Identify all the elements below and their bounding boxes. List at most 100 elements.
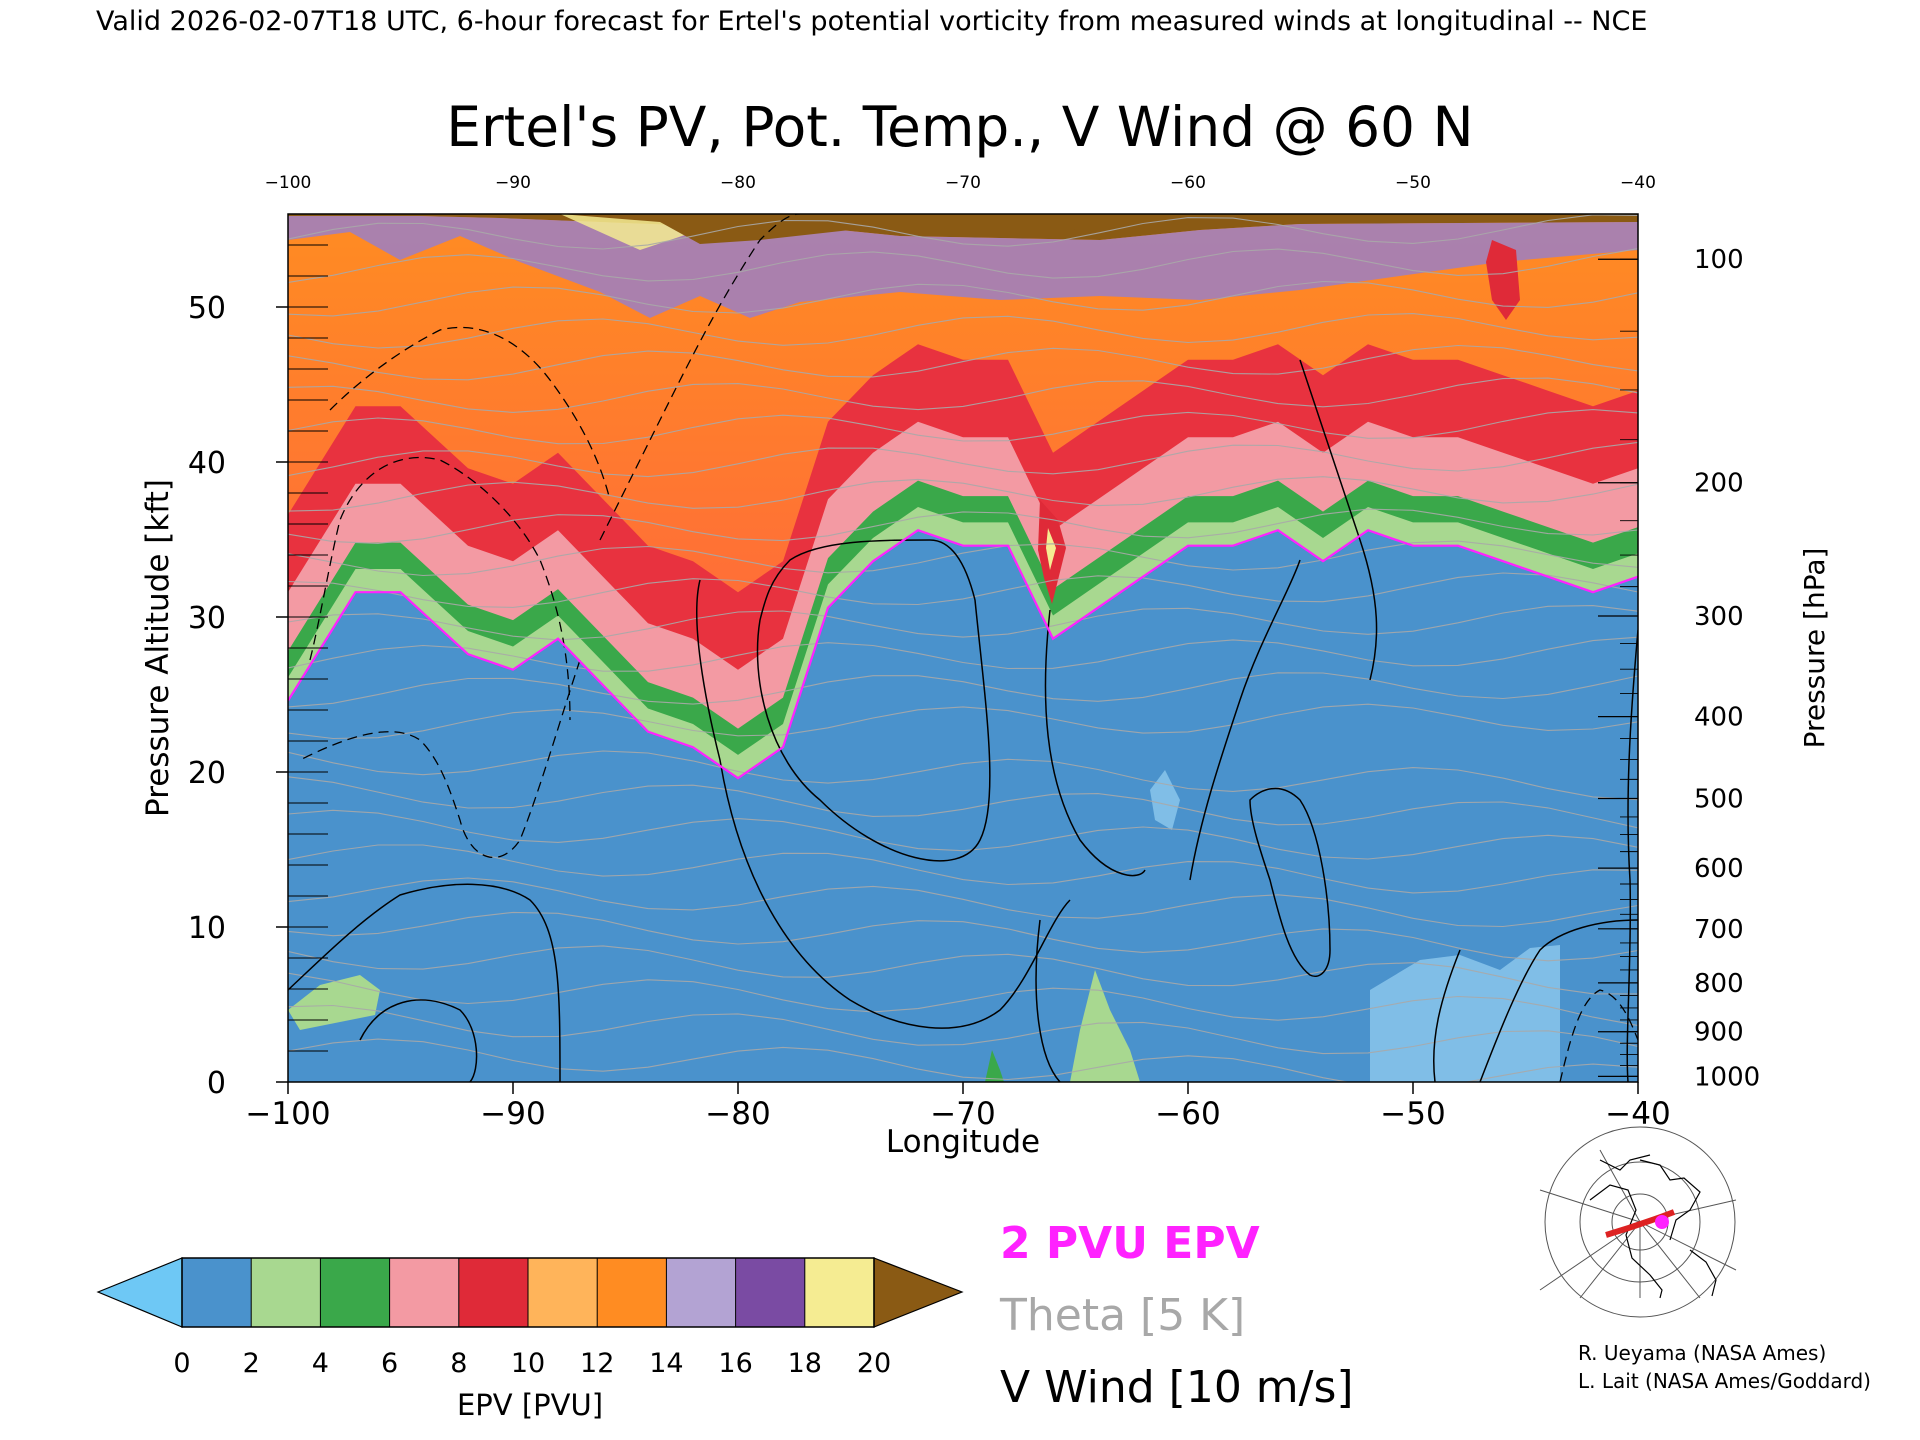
theta-line [288,214,1638,250]
theta-line [288,877,1638,928]
theta-line [288,344,1638,381]
theta-line [288,672,1638,708]
y-tick-label: 50 [188,291,226,326]
colorbar-segment [597,1258,667,1327]
colorbar: 0 2 4 6 8 10 12 14 16 18 20 EPV [PVU] [96,1257,964,1422]
x-tick-label: −60 [1155,1096,1220,1132]
colorbar-tick-label: 8 [450,1348,467,1379]
y-tick-label: 40 [188,446,226,481]
theta-line [288,1004,1638,1055]
x-tick-label: −50 [1380,1096,1445,1132]
colorbar-label: EPV [PVU] [457,1388,603,1422]
y-tick-label: 10 [188,911,226,946]
theta-line [288,776,1638,829]
pv-spike-core [1046,528,1056,570]
legend-vwind: V Wind [10 m/s] [1000,1362,1354,1413]
colorbar-segment [528,1258,598,1327]
theta-line [288,844,1638,894]
pressure-tick-label: 500 [1694,785,1744,815]
x-tick-label: −70 [930,1096,995,1132]
legend-theta: Theta [5 K] [999,1290,1245,1341]
theta-line [288,750,1638,801]
pv2-contour [288,528,1638,780]
pressure-axis-label: Pressure [hPa] [1798,548,1831,749]
x-tick-label: −90 [480,1096,545,1132]
x-top-tick-label: −90 [495,173,531,193]
x-tick-label: −40 [1605,1096,1670,1132]
theta-line [288,280,1638,317]
theta-line [288,636,1638,672]
theta-line [288,911,1638,962]
x-top-tick-label: −80 [720,173,756,193]
colorbar-tick-label: 12 [580,1348,614,1379]
pressure-tick-label: 700 [1694,915,1744,945]
theta-line [288,476,1638,512]
theta-contours [288,214,1638,1082]
credit-lait: L. Lait (NASA Ames/Goddard) [1578,1369,1871,1393]
x-top-tick-label: −70 [945,173,981,193]
theta-line [288,508,1638,544]
vwind-neg-contours [299,214,1638,1082]
pressure-tick-label: 300 [1694,602,1744,632]
y-tick-label: 30 [188,601,226,636]
colorbar-segment [458,1258,528,1327]
pressure-tick-label: 600 [1694,854,1744,884]
colorbar-tick-label: 16 [718,1348,752,1379]
x-axis-label: Longitude [886,1124,1040,1160]
theta-line [288,605,1638,641]
colorbar-tick-label: 14 [649,1348,683,1379]
pressure-tick-label: 100 [1694,245,1744,275]
pressure-tick-label: 400 [1694,703,1744,733]
colorbar-segment [735,1258,805,1327]
y-tick-label: 20 [188,756,226,791]
theta-line [288,1038,1638,1082]
x-top-tick-label: −100 [265,173,312,193]
colorbar-high-arrow [873,1257,964,1328]
colorbar-tick-label: 4 [312,1348,329,1379]
theta-line [288,540,1638,577]
pressure-axis: 100 200 300 400 500 600 700 800 900 1000 [1598,245,1760,1092]
header-text: Valid 2026-02-07T18 UTC, 6-hour forecast… [96,6,1647,37]
x-tick-label: −80 [705,1096,770,1132]
pressure-tick-label: 900 [1694,1018,1744,1048]
theta-line [288,809,1638,860]
theta-line [288,377,1638,413]
colorbar-segment [251,1258,321,1327]
theta-line [288,972,1638,1027]
colorbar-tick-label: 10 [511,1348,545,1379]
colorbar-segment [320,1258,390,1327]
x-tick-label: −100 [245,1096,330,1132]
pv-top-brown-2 [560,214,1300,244]
pv-band-blue [288,530,1638,1082]
x-top-tick-label: −40 [1620,173,1656,193]
x-top-tick-label: −50 [1395,173,1431,193]
chart-title: Ertel's PV, Pot. Temp., V Wind @ 60 N [446,95,1473,159]
pv-high-right [1486,240,1520,320]
colorbar-tick-label: 2 [243,1348,260,1379]
theta-line [288,441,1638,478]
theta-line [288,945,1638,995]
vwind-contours [288,359,1638,1082]
locator-map [1538,1126,1737,1318]
y-tick-label: 0 [207,1066,226,1101]
colorbar-low-arrow [96,1257,183,1328]
colorbar-segment [182,1258,252,1327]
colorbar-segment [666,1258,736,1327]
y-axis-label: Pressure Altitude [kft] [140,479,176,817]
pv-lowlevel-light-2 [1150,770,1180,830]
pv-lowlevel-green-3 [985,1050,1004,1082]
theta-line [288,409,1638,445]
credit-ueyama: R. Ueyama (NASA Ames) [1578,1341,1826,1365]
x-axis-top: −100 −90 −80 −70 −60 −50 −40 [265,173,1656,193]
theta-line [288,313,1638,349]
x-top-tick-label: −60 [1170,173,1206,193]
theta-line [288,572,1638,608]
colorbar-tick-label: 20 [857,1348,891,1379]
pressure-tick-label: 1000 [1694,1062,1760,1092]
colorbar-tick-label: 0 [173,1348,190,1379]
colorbar-segment [804,1258,874,1327]
legend-pvu: 2 PVU EPV [1000,1218,1260,1269]
colorbar-tick-label: 6 [381,1348,398,1379]
x-axis: −100 −90 −80 −70 −60 −50 −40 [245,1082,1671,1132]
